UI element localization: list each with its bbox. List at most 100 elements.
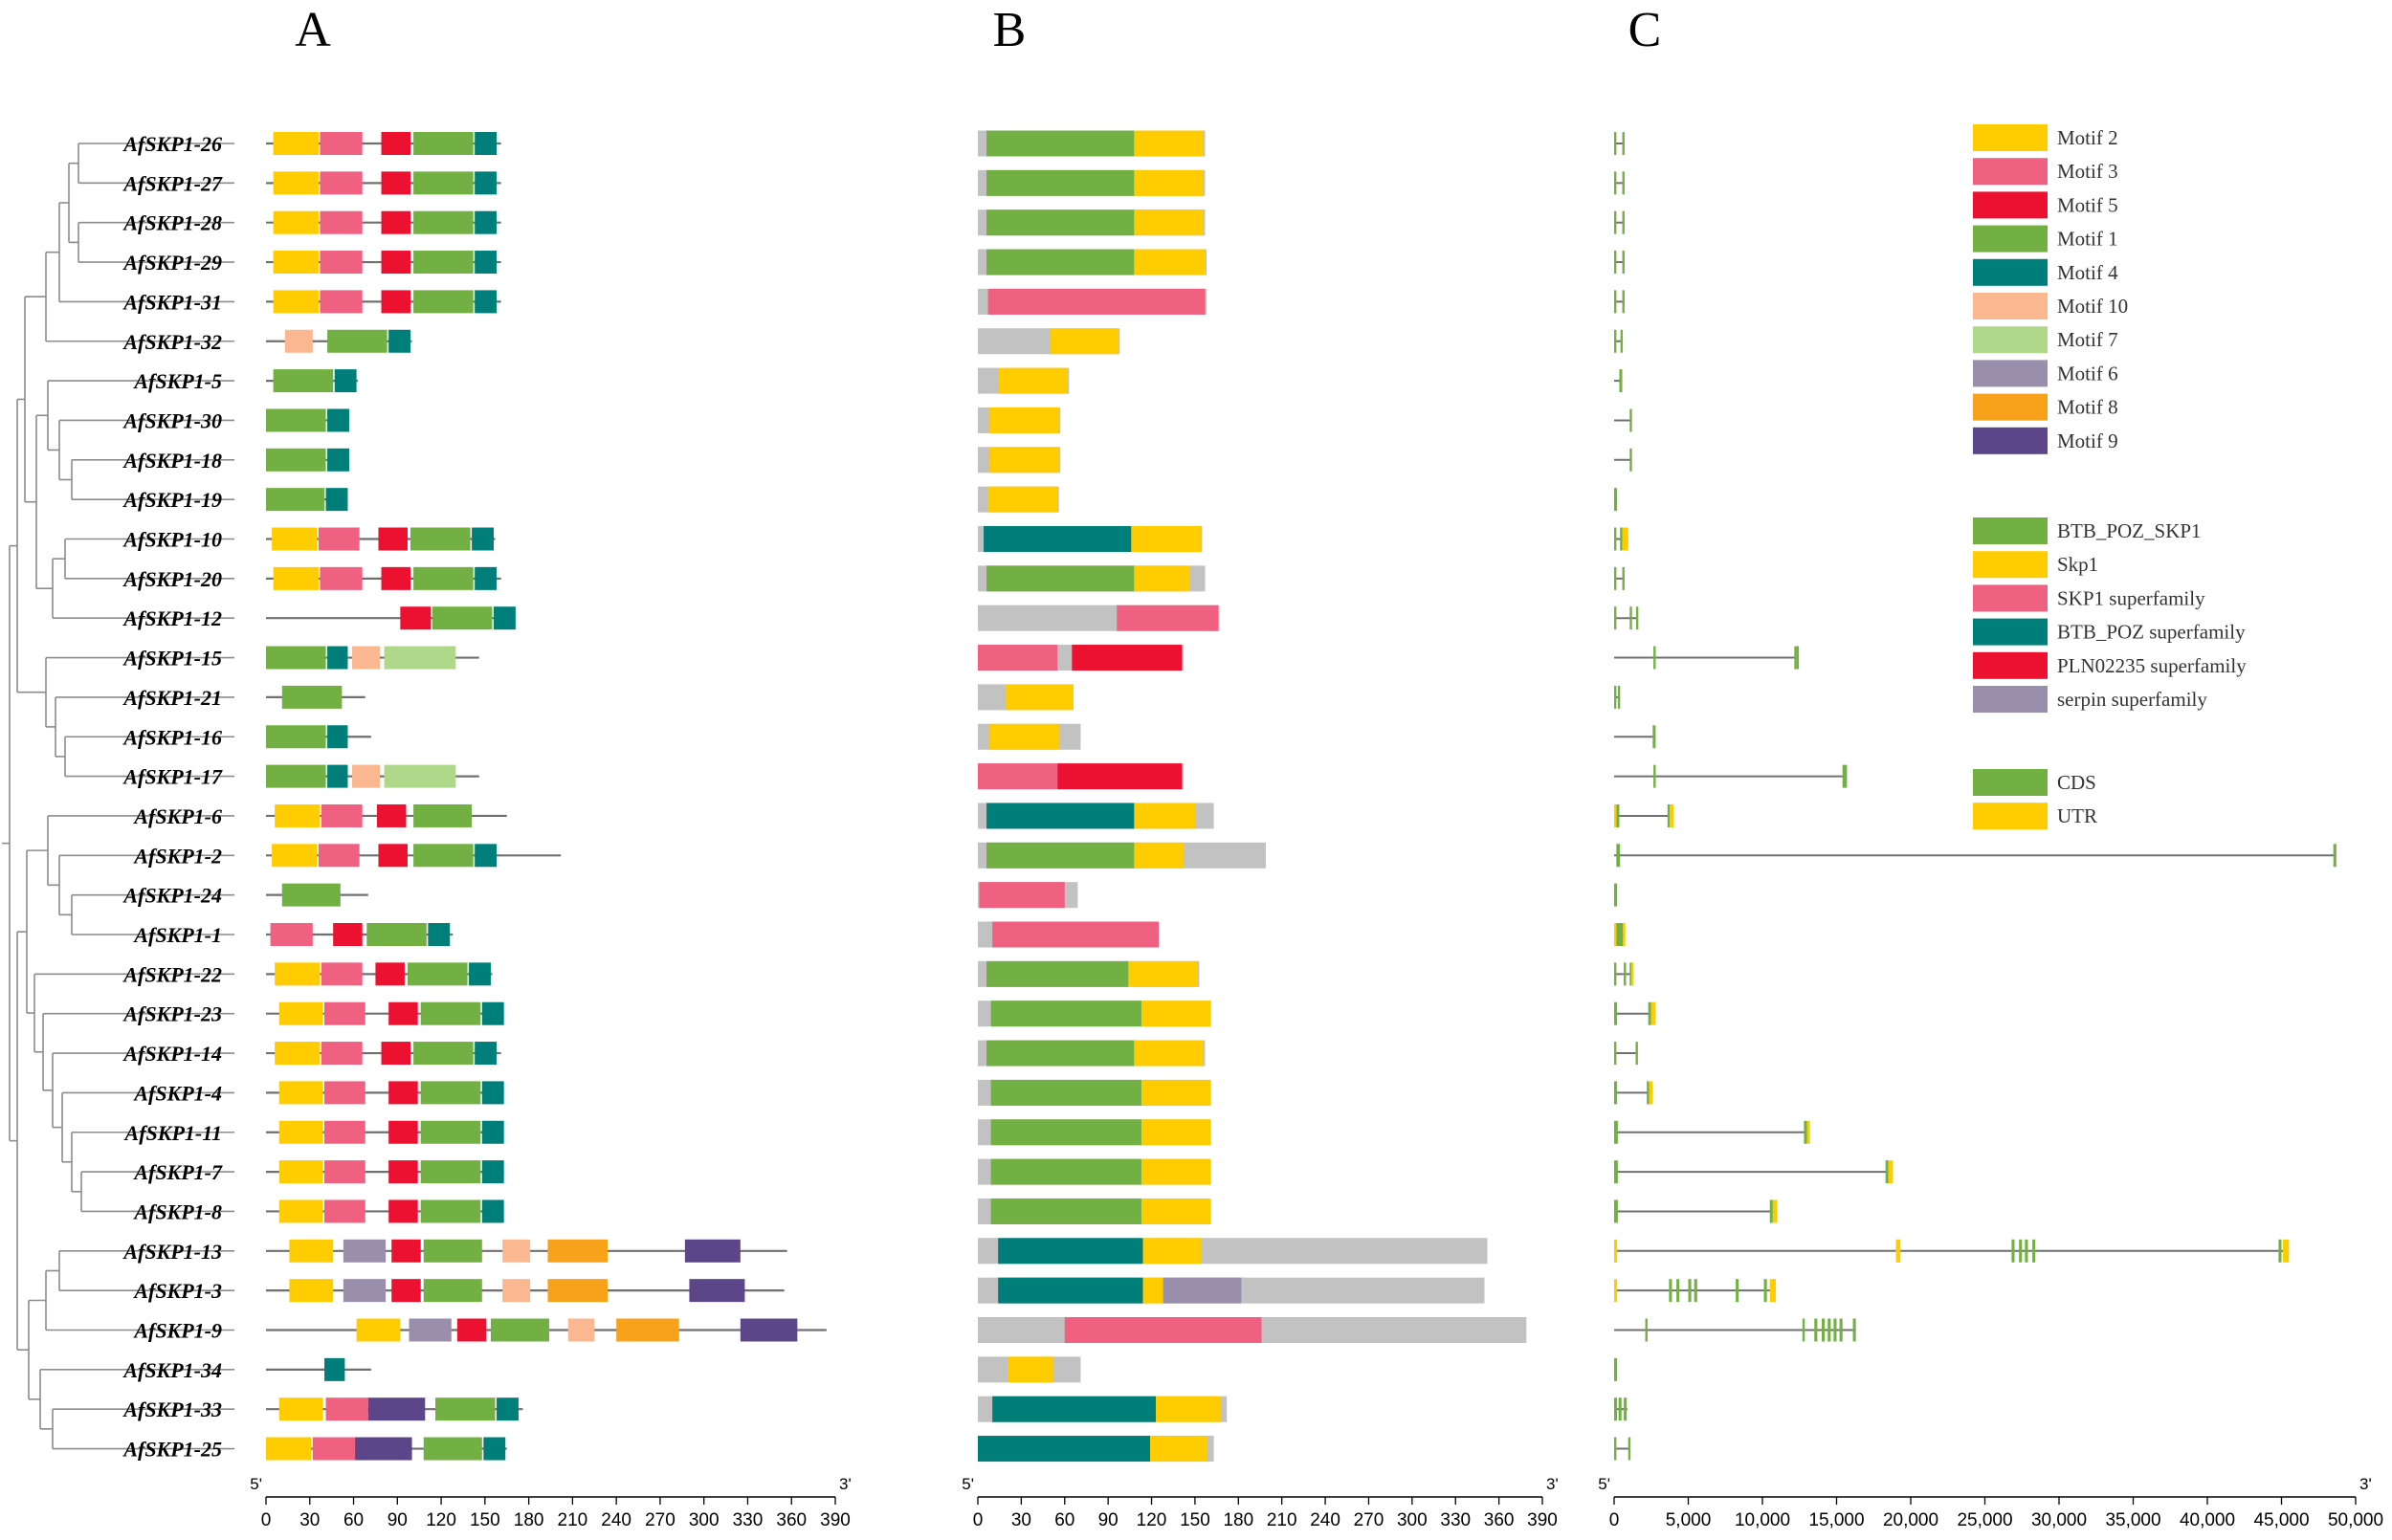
axis-a-tick-label: 0	[261, 1510, 272, 1530]
cds-block	[1614, 132, 1617, 155]
motif-block	[343, 1239, 387, 1263]
motif-block	[321, 803, 363, 827]
legend-gene-structure-label: UTR	[2057, 804, 2097, 827]
motif-block	[278, 1081, 323, 1105]
cds-block	[1622, 290, 1625, 314]
motif-block	[381, 132, 411, 155]
cds-block	[1624, 962, 1627, 986]
cds-block	[1622, 251, 1625, 275]
cds-block	[1648, 1001, 1651, 1025]
motif-block	[381, 210, 411, 234]
cds-block	[1833, 1318, 1837, 1342]
motif-block	[273, 251, 319, 275]
motif-block	[376, 803, 407, 827]
cds-block	[1629, 962, 1632, 986]
motif-block	[325, 488, 348, 512]
domain-block	[1134, 130, 1204, 157]
motif-block	[366, 923, 427, 946]
cds-block	[2025, 1239, 2028, 1263]
cds-block	[1622, 210, 1625, 234]
cds-block	[1614, 962, 1617, 986]
domain-block	[1156, 1396, 1222, 1422]
domain-block	[978, 763, 1058, 790]
panel-b-label: B	[993, 3, 1027, 57]
legend-motif-label: Motif 4	[2057, 261, 2118, 284]
cds-block	[1614, 606, 1617, 630]
cds-block	[1614, 488, 1618, 512]
cds-block	[2019, 1239, 2023, 1263]
motif-block	[273, 210, 319, 234]
domain-block	[1072, 645, 1183, 671]
motif-block	[266, 1437, 312, 1461]
axis-b-tick-label: 60	[1054, 1510, 1074, 1530]
axis-b-tick-label: 300	[1397, 1510, 1428, 1530]
legend-motif-swatch	[1973, 158, 2048, 186]
cds-block	[1635, 606, 1639, 630]
legend-domain-swatch	[1973, 618, 2048, 646]
motif-block	[384, 764, 456, 788]
cds-block	[1827, 1318, 1831, 1342]
motif-block	[378, 844, 408, 868]
domain-block	[1134, 803, 1195, 829]
gene-label: AfSKP1-5	[132, 369, 222, 393]
motif-block	[490, 1318, 549, 1342]
utr-block	[1806, 1120, 1810, 1144]
motif-block	[275, 803, 321, 827]
motif-block	[384, 646, 456, 670]
domain-block	[998, 1277, 1143, 1304]
motif-block	[388, 1199, 418, 1223]
motif-block	[400, 606, 432, 630]
cds-block	[2011, 1239, 2015, 1263]
axis-a-tick-label: 270	[645, 1510, 676, 1530]
axis-b-tick-label: 150	[1180, 1510, 1210, 1530]
legend-domain-label: serpin superfamily	[2057, 688, 2207, 711]
motif-block	[432, 606, 493, 630]
cds-block	[1616, 803, 1620, 827]
motif-block	[689, 1279, 745, 1303]
gene-label: AfSKP1-19	[122, 488, 222, 512]
axis-c-tick-label: 45,000	[2253, 1510, 2309, 1530]
motif-block	[318, 844, 360, 868]
gene-label: AfSKP1-11	[123, 1121, 222, 1145]
legend-motif-swatch	[1973, 191, 2048, 219]
motif-block	[273, 369, 334, 393]
motif-block	[356, 1318, 401, 1342]
domain-block	[1150, 1436, 1207, 1463]
cds-block	[1653, 646, 1656, 670]
motif-block	[547, 1279, 608, 1303]
legend-gene-structure-swatch	[1973, 769, 2048, 796]
domain-block	[1142, 1277, 1163, 1304]
motif-block	[475, 251, 498, 275]
motif-block	[413, 844, 474, 868]
motif-block	[375, 962, 405, 986]
axis-b-tick-label: 210	[1267, 1510, 1297, 1530]
gene-label: AfSKP1-14	[122, 1042, 222, 1066]
cds-block	[1614, 1120, 1618, 1144]
domain-block	[986, 842, 1135, 869]
motif-block	[413, 1042, 474, 1066]
domain-block	[1128, 960, 1198, 987]
motif-block	[481, 1160, 504, 1184]
axis-b-five-prime-label: 5'	[962, 1475, 974, 1493]
axis-c-tick-label: 20,000	[1883, 1510, 1938, 1530]
motif-block	[475, 566, 498, 590]
legend-motif-swatch	[1973, 225, 2048, 253]
domain-block	[990, 1198, 1141, 1224]
domain-block	[979, 882, 1065, 909]
motif-block	[434, 1397, 496, 1421]
gene-label: AfSKP1-25	[122, 1438, 222, 1462]
gene-label: AfSKP1-22	[122, 962, 222, 986]
motif-block	[289, 1239, 334, 1263]
domain-block	[1057, 763, 1183, 790]
axis-c-five-prime-label: 5'	[1598, 1475, 1610, 1493]
domain-block	[990, 1079, 1141, 1106]
domain-block	[978, 645, 1058, 671]
motif-block	[327, 448, 349, 472]
motif-block	[388, 1120, 418, 1144]
motif-block	[388, 1001, 418, 1025]
motif-block	[281, 685, 343, 709]
domain-block	[1050, 328, 1118, 355]
legend-motif-label: Motif 2	[2057, 126, 2118, 149]
